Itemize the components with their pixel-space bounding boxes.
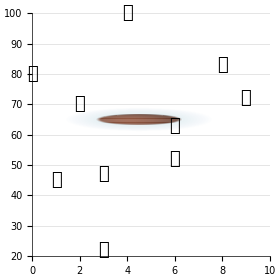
Text: 🌻: 🌻 [98, 241, 109, 259]
Text: 🌻: 🌻 [241, 89, 251, 107]
Text: 🌻: 🌻 [169, 116, 180, 134]
Text: 🌻: 🌻 [169, 150, 180, 168]
Text: 🌻: 🌻 [217, 56, 228, 74]
Text: 🌻: 🌻 [27, 65, 38, 83]
Text: 🌻: 🌻 [74, 95, 85, 113]
Text: 🌻: 🌻 [51, 171, 61, 189]
Text: 🌻: 🌻 [98, 165, 109, 183]
Text: 🌻: 🌻 [122, 4, 133, 22]
